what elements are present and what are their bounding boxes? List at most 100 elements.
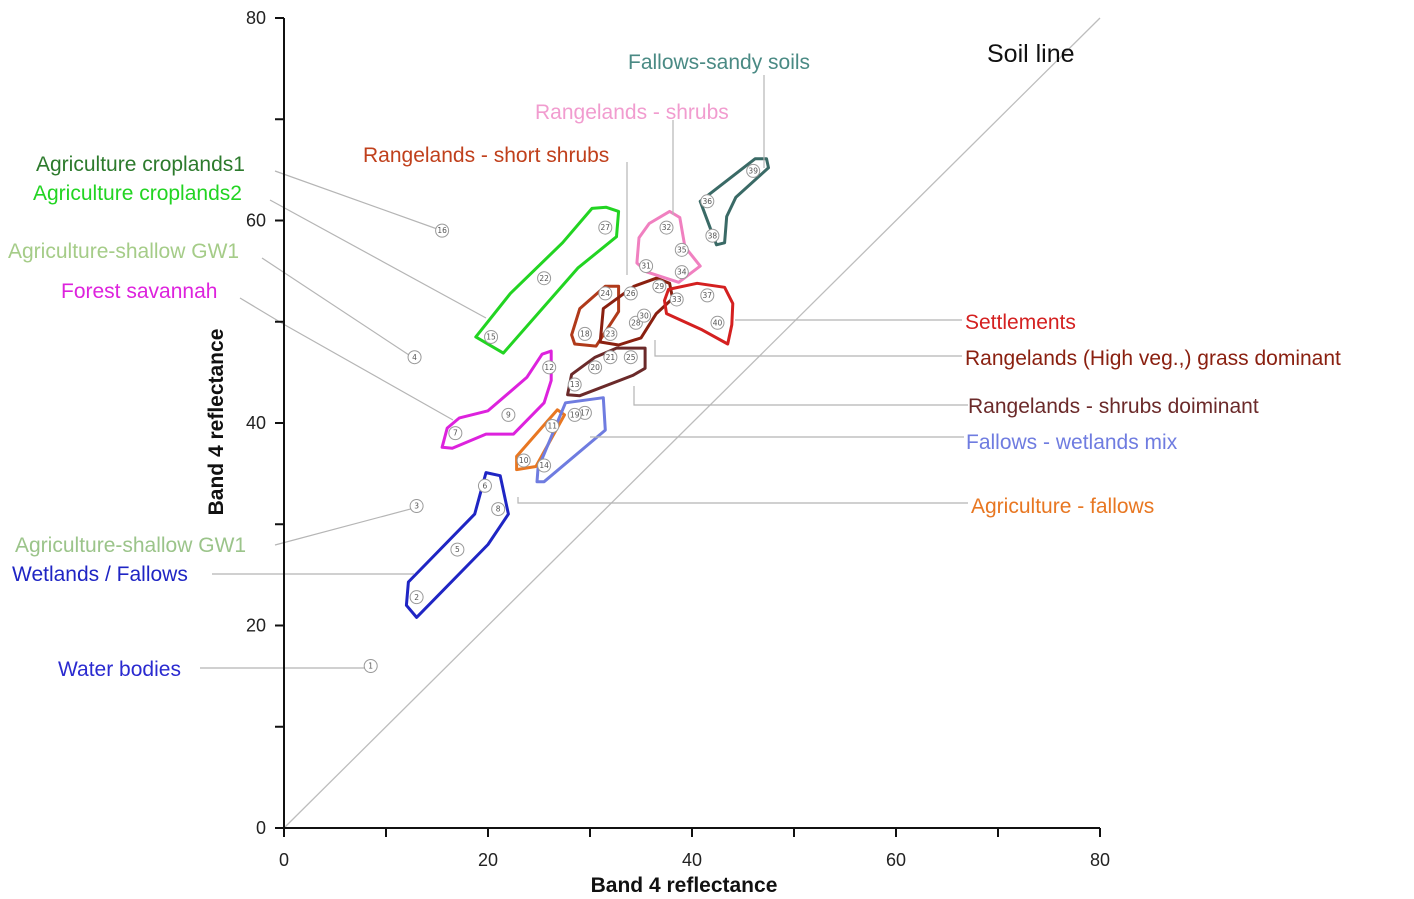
data-point-label: 36 <box>703 197 713 206</box>
data-point-label: 27 <box>601 223 611 232</box>
data-point-label: 10 <box>519 456 529 465</box>
water-bodies-label: Water bodies <box>58 658 181 681</box>
data-point-18 <box>577 326 592 341</box>
data-point-32 <box>659 220 674 235</box>
data-point-label: 38 <box>708 231 718 240</box>
data-point-label: 23 <box>606 330 616 339</box>
data-point-label: 37 <box>703 291 713 300</box>
data-point-label: 3 <box>414 502 419 511</box>
group-hull-agriculture-croplands2 <box>474 205 621 355</box>
group-hull-forest-savannah <box>440 349 553 450</box>
data-point-label: 24 <box>601 289 611 298</box>
data-point-40 <box>710 315 725 330</box>
data-point-20 <box>588 360 603 375</box>
data-point-21 <box>603 350 618 365</box>
data-point-label: 21 <box>606 353 616 362</box>
data-point-label: 26 <box>626 289 636 298</box>
data-point-15 <box>484 329 499 344</box>
data-point-29 <box>652 279 667 294</box>
data-point-label: 5 <box>455 545 460 554</box>
data-point-24 <box>598 286 613 301</box>
data-point-19 <box>567 407 582 422</box>
data-point-label: 20 <box>590 363 600 372</box>
agriculture-shallow-gw1-top-label: Agriculture-shallow GW1 <box>8 240 239 263</box>
leader-line <box>654 340 962 357</box>
soil-reference-line <box>283 17 1101 829</box>
x-tick-label: 20 <box>478 850 498 870</box>
data-point-label: 33 <box>672 295 682 304</box>
data-point-label: 7 <box>453 429 458 438</box>
rangelands-shrubs-label: Rangelands - shrubs <box>535 101 729 124</box>
data-point-23 <box>603 326 618 341</box>
agriculture-fallows-label: Agriculture - fallows <box>971 495 1154 518</box>
axes: 0 20 40 60 80 0 20 40 60 80 <box>246 8 1110 870</box>
x-axis-ticks: 0 20 40 60 80 <box>279 828 1110 870</box>
data-point-26 <box>623 286 638 301</box>
x-tick-label: 60 <box>886 850 906 870</box>
data-point-38 <box>705 228 720 243</box>
data-point-3 <box>409 499 424 514</box>
data-point-39 <box>746 163 761 178</box>
data-point-8 <box>491 502 506 517</box>
data-point-label: 14 <box>539 461 549 470</box>
x-axis-title: Band 4 reflectance <box>591 874 778 897</box>
data-point-27 <box>598 220 613 235</box>
leader-line <box>261 257 413 358</box>
data-point-37 <box>700 288 715 303</box>
data-point-30 <box>637 308 652 323</box>
data-point-25 <box>623 350 638 365</box>
x-tick-label: 80 <box>1090 850 1110 870</box>
data-point-label: 13 <box>570 380 580 389</box>
leader-line <box>517 497 968 504</box>
data-point-label: 28 <box>631 318 641 327</box>
x-tick-label: 40 <box>682 850 702 870</box>
data-point-label: 19 <box>570 411 580 420</box>
data-point-label: 31 <box>641 262 651 271</box>
data-point-31 <box>639 259 654 274</box>
data-point-label: 8 <box>496 505 501 514</box>
data-point-label: 25 <box>626 353 636 362</box>
data-point-label: 4 <box>412 353 417 362</box>
data-point-33 <box>669 292 684 307</box>
data-point-7 <box>448 426 463 441</box>
data-point-label: 16 <box>437 226 447 235</box>
y-tick-label: 60 <box>246 211 266 231</box>
agriculture-croplands1-label: Agriculture croplands1 <box>36 153 245 176</box>
data-point-label: 1 <box>368 662 373 671</box>
rangelands-short-shrubs-label: Rangelands - short shrubs <box>363 144 609 167</box>
data-point-2 <box>409 590 424 605</box>
x-tick-label: 0 <box>279 850 289 870</box>
data-point-label: 30 <box>639 311 649 320</box>
data-point-35 <box>674 242 689 257</box>
y-tick-label: 80 <box>246 8 266 28</box>
leader-line <box>274 170 441 231</box>
data-point-11 <box>545 419 560 434</box>
data-point-13 <box>567 377 582 392</box>
data-point-label: 9 <box>506 411 511 420</box>
data-point-label: 11 <box>547 422 557 431</box>
leader-line <box>274 506 419 546</box>
wetlands-fallows-label: Wetlands / Fallows <box>12 563 188 586</box>
data-point-label: 18 <box>580 330 590 339</box>
rangelands-shrubs-dominant-label: Rangelands - shrubs doiminant <box>968 395 1259 418</box>
leader-line <box>269 199 487 319</box>
data-point-label: 35 <box>677 245 687 254</box>
annotation-labels: Soil line Fallows-sandy soils Rangelands… <box>8 40 1341 681</box>
data-point-22 <box>537 271 552 286</box>
data-point-label: 17 <box>580 408 590 417</box>
data-point-label: 29 <box>655 282 665 291</box>
data-point-36 <box>700 194 715 209</box>
data-point-label: 39 <box>748 166 758 175</box>
forest-savannah-label: Forest savannah <box>61 280 217 303</box>
soil-line-label: Soil line <box>987 40 1075 68</box>
data-point-16 <box>435 223 450 238</box>
data-point-label: 40 <box>713 318 723 327</box>
data-points: 1234567891011121314151617181920212223242… <box>363 163 761 673</box>
settlements-label: Settlements <box>965 311 1076 334</box>
y-axis-title: Band 4 reflectance <box>205 329 228 516</box>
data-point-label: 6 <box>483 481 488 490</box>
y-tick-label: 20 <box>246 616 266 636</box>
y-tick-label: 40 <box>246 413 266 433</box>
data-point-label: 12 <box>544 363 554 372</box>
